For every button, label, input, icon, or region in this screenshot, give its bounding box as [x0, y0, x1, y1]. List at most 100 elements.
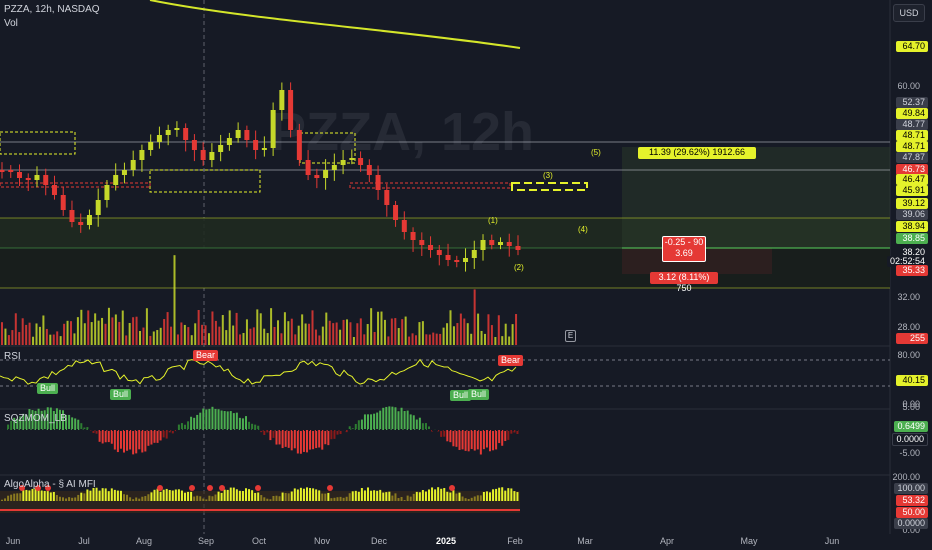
volume-bar [245, 319, 248, 345]
candle-body [349, 158, 355, 160]
volume-bar [442, 327, 445, 345]
mfi-bar [40, 490, 43, 501]
candle-body [279, 90, 285, 110]
volume-bar [490, 325, 493, 345]
mfi-bar [385, 492, 388, 501]
momentum-bar [153, 430, 156, 443]
momentum-bar [415, 419, 418, 430]
currency-button[interactable]: USD [893, 4, 925, 22]
price-label: 39.06 [896, 209, 928, 220]
price-label: 46.73 [896, 164, 928, 175]
mfi-bar [470, 497, 473, 501]
time-tick: Dec [370, 536, 388, 546]
candle-body [498, 242, 504, 245]
mfi-bar [263, 497, 266, 501]
sqzmom-legend[interactable]: SQZMOM_LB [4, 413, 67, 424]
volume-bar [156, 330, 159, 345]
entry-box[interactable]: -0.25 - 90 3.69 [662, 236, 706, 262]
momentum-bar [95, 430, 98, 434]
watermark: PZZA, 12h [270, 102, 534, 162]
price-label: 39.12 [896, 198, 928, 209]
sqz-value-label: 0.6499 [894, 421, 928, 432]
mfi-value-3: 50.00 [896, 507, 928, 518]
volume-bar [263, 328, 266, 345]
momentum-bar [443, 430, 446, 437]
earnings-marker[interactable]: E [565, 330, 576, 342]
sqz-tick-neg5: -5.00 [899, 448, 920, 458]
mfi-bar [388, 491, 391, 501]
mfi-bar [58, 496, 61, 501]
momentum-bar [123, 430, 125, 453]
mfi-bar [479, 495, 482, 501]
symbol-legend[interactable]: PZZA, 12h, NASDAQ [4, 4, 100, 15]
candle-body [270, 110, 276, 148]
momentum-bar [479, 430, 482, 455]
mfi-signal [327, 485, 333, 491]
volume-bar [52, 334, 55, 345]
volume-bar [366, 324, 369, 345]
momentum-bar [452, 430, 455, 447]
candle-body [366, 165, 372, 175]
momentum-bar [324, 430, 327, 445]
momentum-bar [382, 407, 385, 430]
mfi-legend[interactable]: AlgoAlpha - § AI MFI [4, 479, 96, 490]
wave-5-label: (5) [591, 148, 601, 157]
momentum-bar [360, 419, 363, 430]
momentum-bar [498, 430, 501, 444]
volume-bar [87, 310, 90, 345]
mfi-bar [443, 488, 446, 501]
volume-legend[interactable]: Vol [4, 18, 18, 29]
volume-bar [352, 336, 355, 345]
mfi-bar [10, 494, 13, 501]
volume-bar [49, 334, 52, 345]
mfi-signal [219, 485, 225, 491]
candle-body [471, 250, 477, 258]
mfi-bar [324, 493, 327, 501]
momentum-bar [232, 413, 235, 430]
candle-body [305, 160, 311, 175]
momentum-bar [312, 430, 315, 450]
mfi-bar [354, 490, 357, 501]
candle-body [0, 170, 5, 172]
momentum-bar [339, 430, 342, 435]
mfi-bar [440, 488, 443, 501]
momentum-bar [269, 430, 272, 441]
mfi-bar [31, 488, 34, 501]
mfi-bar [370, 490, 373, 501]
mfi-bar [199, 496, 202, 501]
order-block [0, 182, 151, 188]
momentum-bar [467, 430, 470, 452]
mfi-bar [74, 497, 77, 501]
mfi-bar [510, 488, 513, 501]
volume-bar [515, 314, 518, 345]
mfi-bar [321, 493, 324, 501]
mfi-bar [80, 492, 83, 501]
volume-bar [497, 315, 500, 345]
mfi-bar [37, 488, 40, 501]
candle-body [34, 175, 40, 180]
volume-bar [59, 336, 62, 345]
candle-body [454, 260, 460, 262]
target-box[interactable]: 11.39 (29.62%) 1912.66 [638, 147, 756, 159]
candle-body [156, 135, 162, 142]
mfi-bar [4, 498, 7, 501]
mfi-bar [275, 495, 278, 501]
candle-body [209, 152, 215, 160]
candle-body [200, 150, 206, 160]
mfi-bar [83, 493, 86, 501]
momentum-bar [495, 430, 498, 450]
candle-body [463, 258, 469, 262]
stop-box[interactable]: 3.12 (8.11%) 750 [650, 272, 718, 293]
mfi-bar [55, 495, 58, 501]
mfi-bar [418, 492, 421, 501]
momentum-bar [22, 413, 25, 430]
rsi-legend[interactable]: RSI [4, 351, 21, 362]
volume-bar [480, 330, 483, 345]
candle-body [226, 138, 232, 145]
mfi-bar [68, 497, 71, 501]
momentum-bar [101, 430, 104, 444]
momentum-bar [306, 430, 308, 453]
volume-bar [259, 313, 262, 345]
